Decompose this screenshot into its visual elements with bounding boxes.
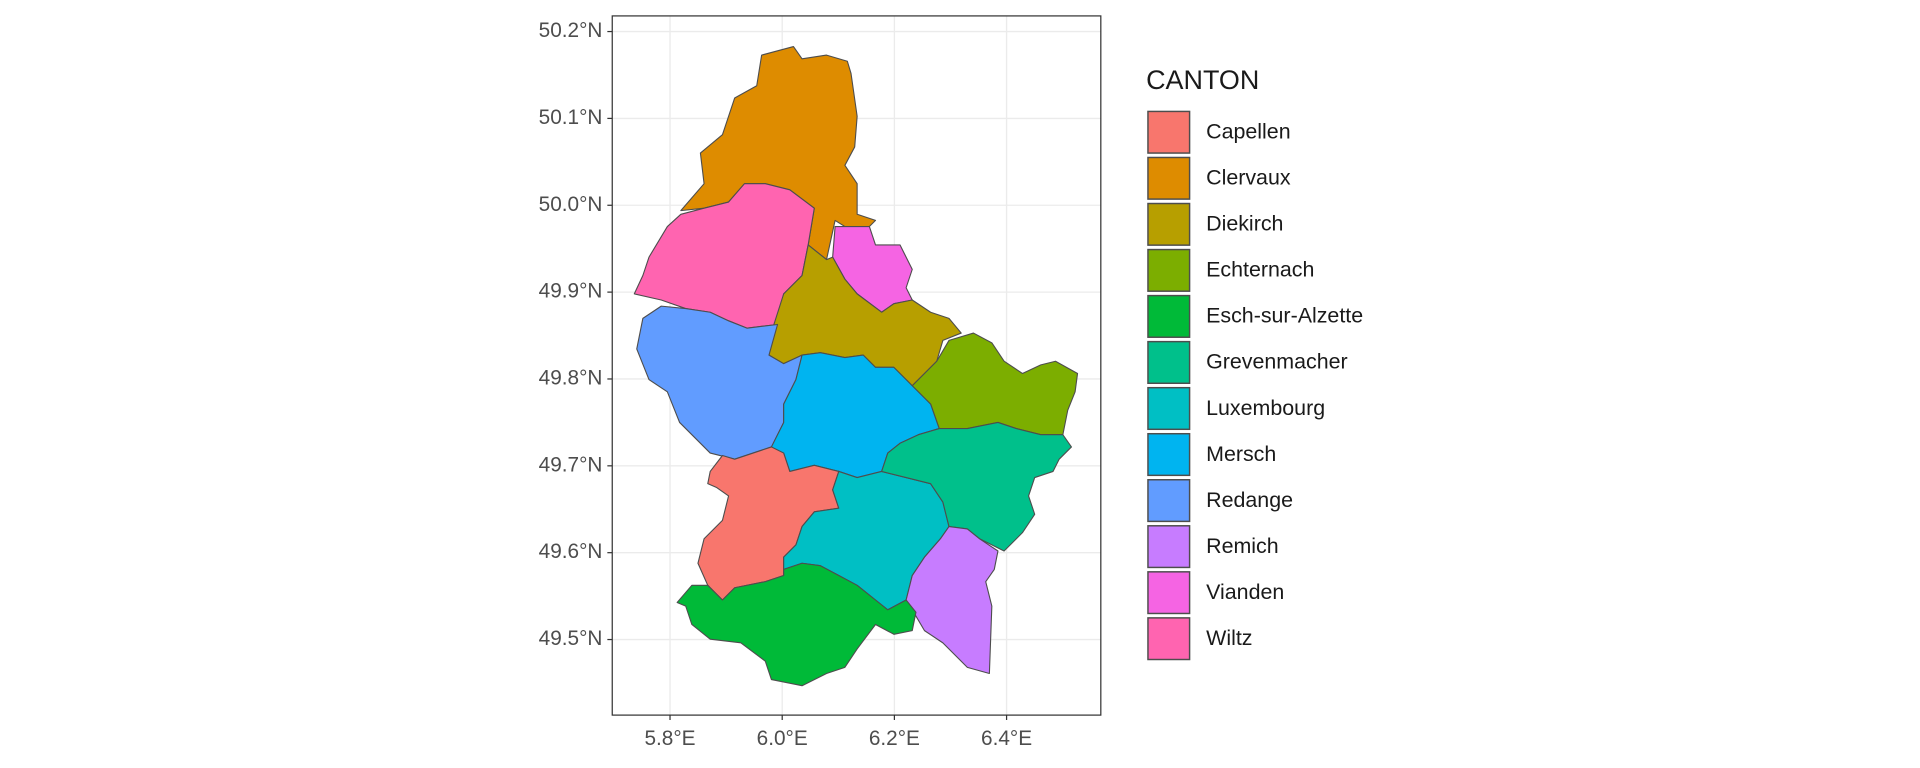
legend-key: [1147, 617, 1191, 661]
canton-region: [676, 562, 917, 687]
canton-region: [905, 525, 999, 675]
legend-key: [1147, 479, 1191, 523]
x-tick-label: 6.4°E: [981, 727, 1032, 750]
y-tick-label: 49.9°N: [539, 280, 603, 303]
axes: 5.8°E 6.0°E 6.2°E 6.4°E 49.5°N 49.6°N 49.7°N 49…: [539, 19, 1032, 750]
legend-key: [1147, 294, 1191, 338]
legend-label: Remich: [1206, 534, 1279, 558]
legend-key: [1147, 386, 1191, 431]
panel-border: [611, 15, 1102, 716]
y-tick-label: 50.1°N: [539, 106, 603, 129]
x-tick-label: 6.0°E: [757, 727, 808, 750]
legend-key: [1147, 202, 1191, 246]
legend-label: Redange: [1206, 488, 1293, 512]
y-tick-label: 50.0°N: [539, 193, 603, 216]
legend-label: Diekirch: [1206, 212, 1283, 236]
legend-title: CANTON: [1146, 65, 1259, 95]
legend-label: Vianden: [1206, 580, 1284, 604]
y-tick-label: 50.2°N: [539, 19, 603, 42]
legend-label: Capellen: [1206, 120, 1291, 144]
legend-key: [1147, 110, 1191, 154]
legend-label: Esch-sur-Alzette: [1206, 304, 1363, 328]
legend-key: [1147, 525, 1191, 569]
legend-label: Grevenmacher: [1206, 350, 1348, 374]
legend-key: [1147, 340, 1191, 385]
map-regions: [633, 45, 1079, 687]
y-tick-label: 49.5°N: [539, 627, 603, 650]
legend-label: Luxembourg: [1206, 396, 1325, 420]
legend-key: [1147, 248, 1191, 292]
legend-key: [1147, 156, 1191, 200]
x-tick-label: 6.2°E: [869, 727, 920, 750]
legend-label: Wiltz: [1206, 626, 1252, 650]
legend: Capellen Clervaux Diekirch Echternach Esch-s…: [1147, 110, 1363, 661]
legend-label: Echternach: [1206, 258, 1314, 282]
legend-key: [1147, 571, 1191, 615]
y-tick-label: 49.7°N: [539, 453, 603, 476]
plot-root: 5.8°E 6.0°E 6.2°E 6.4°E 49.5°N 49.6°N 49.7°N 49…: [539, 15, 1363, 750]
legend-label: Mersch: [1206, 442, 1276, 466]
x-tick-label: 5.8°E: [644, 727, 695, 750]
legend-key: [1147, 432, 1191, 477]
legend-label: Clervaux: [1206, 166, 1291, 190]
y-tick-label: 49.6°N: [539, 540, 603, 563]
y-tick-label: 49.8°N: [539, 366, 603, 389]
